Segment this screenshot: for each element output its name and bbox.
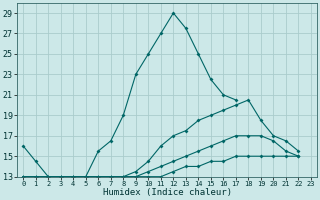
X-axis label: Humidex (Indice chaleur): Humidex (Indice chaleur) [103, 188, 232, 197]
